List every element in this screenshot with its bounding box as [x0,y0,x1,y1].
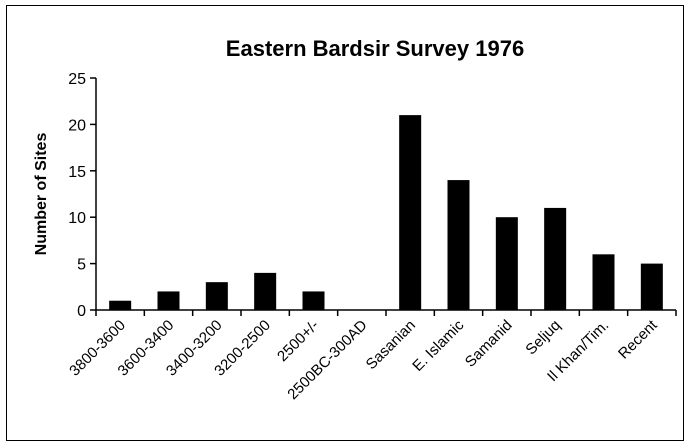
bar-0 [109,300,132,310]
bar-8 [495,217,518,310]
y-tick-label: 25 [68,71,86,88]
x-tick-label: Samanid [462,317,516,371]
y-tick-label: 0 [77,303,86,320]
x-tick-label: Recent [615,316,661,362]
x-tick-label: Seljuq [522,317,564,359]
bar-9 [544,207,567,310]
x-tick-label: E. Islamic [409,316,467,374]
bar-2 [205,282,228,310]
chart-frame [6,5,684,441]
chart-title: Eastern Bardsir Survey 1976 [226,36,524,61]
bars [109,115,663,311]
y-axis-label: Number of Sites [33,133,50,256]
y-tick-label: 5 [77,257,86,274]
y-tick-label: 15 [68,164,86,181]
y-axis: 0 5 10 15 20 25 [68,71,97,320]
bar-4 [302,291,325,310]
y-tick-label: 20 [68,117,86,134]
bar-10 [592,254,615,310]
bar-11 [640,263,663,310]
bar-3 [254,272,277,310]
x-tick-label: 2500+/- [274,317,322,365]
bar-7 [447,180,470,310]
bar-1 [157,291,180,310]
y-tick-label: 10 [68,210,86,227]
bar-6 [399,115,422,311]
